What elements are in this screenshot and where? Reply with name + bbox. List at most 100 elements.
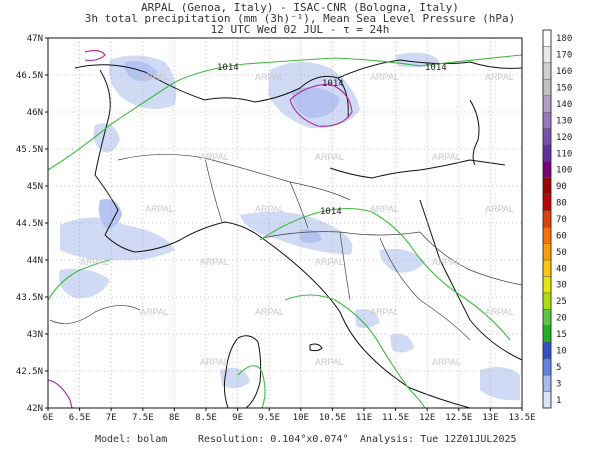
x-tick-label: 10E — [293, 413, 309, 423]
colorbar-swatch — [542, 111, 552, 129]
isobar-label: 1014 — [322, 79, 344, 89]
colorbar-swatch — [542, 358, 552, 376]
colorbar-swatch — [542, 79, 552, 96]
y-tick-label: 45.5N — [16, 145, 43, 155]
map-axes: 6E 6.5E 7E 7.5E 8E 8.5E 9E 9.5E 10E 10.5E 11E 11.5E… — [16, 34, 536, 423]
y-tick-label: 42.5N — [16, 367, 43, 377]
colorbar-label: 5 — [556, 363, 561, 373]
colorbar-swatch — [542, 128, 552, 146]
x-tick-label: 12E — [419, 413, 435, 423]
x-tick-label: 8.5E — [195, 413, 217, 423]
watermark: ARPAL — [315, 357, 344, 367]
colorbar-frame — [542, 29, 552, 409]
x-tick-label: 9.5E — [258, 413, 280, 423]
coastline-corsica — [223, 335, 262, 408]
watermark: ARPAL — [370, 307, 399, 317]
x-tick-label: 11E — [356, 413, 372, 423]
watermark: ARPAL — [432, 357, 461, 367]
colorbar-label: 30 — [556, 281, 567, 291]
isobars — [48, 49, 522, 408]
colorbar-label: 40 — [556, 264, 567, 274]
colorbar-label: 100 — [556, 166, 572, 176]
colorbar-swatch — [542, 177, 552, 195]
x-tick-label: 7E — [106, 413, 117, 423]
precip-area — [220, 367, 250, 389]
isobar-label: 1014 — [425, 63, 447, 73]
colorbar-swatch — [542, 374, 552, 392]
y-tick-label: 43N — [27, 330, 43, 340]
colorbar-label: 3 — [556, 379, 561, 389]
precip-area — [291, 87, 340, 118]
border-france-italy — [94, 69, 119, 236]
y-tick-label: 46.5N — [16, 71, 43, 81]
colorbar-swatch — [542, 391, 552, 409]
coastline-elba — [309, 343, 323, 352]
watermark: ARPAL — [255, 72, 284, 82]
header-line-1: ARPAL (Genoa, Italy) - ISAC-CNR (Bologna… — [141, 1, 459, 14]
watermark: ARPAL — [200, 152, 229, 162]
y-tick-label: 42N — [27, 404, 43, 414]
colorbar-swatch — [542, 62, 552, 80]
colorbar-swatch — [542, 292, 552, 310]
isobar-1014-corsica — [237, 365, 266, 408]
isobar-label: 1014 — [217, 63, 239, 73]
isobar-1014-central — [259, 207, 511, 341]
precip-area — [480, 366, 520, 401]
colorbar-label: 25 — [556, 297, 567, 307]
colorbar-label: 1 — [556, 396, 561, 406]
colorbar-swatch — [542, 95, 552, 113]
x-tick-label: 6.5E — [69, 413, 91, 423]
isobar-high-sw — [48, 379, 73, 408]
watermark: ARPAL — [370, 72, 399, 82]
colorbar-swatch — [542, 309, 552, 327]
colorbar-label: 120 — [556, 133, 572, 143]
colorbar-label: 90 — [556, 182, 567, 192]
precip-area — [390, 333, 414, 353]
colorbar-swatch — [542, 227, 552, 244]
y-tick-label: 46N — [27, 108, 43, 118]
footer-resolution: Resolution: 0.104°x0.074° — [198, 434, 349, 445]
colorbar-label: 80 — [556, 199, 567, 209]
colorbar-swatch — [542, 210, 552, 228]
y-tick-label: 44.5N — [16, 219, 43, 229]
border-switzerland — [74, 64, 349, 119]
watermark: ARPAL — [255, 307, 284, 317]
border-slovenia — [469, 99, 480, 166]
x-tick-label: 7.5E — [132, 413, 154, 423]
precip-area — [379, 248, 425, 273]
colorbar-swatch — [542, 46, 552, 64]
x-tick-label: 12.5E — [445, 413, 472, 423]
colorbar-label: 140 — [556, 100, 572, 110]
x-tick-label: 13.5E — [508, 413, 535, 423]
coastline-ligurian — [104, 221, 471, 408]
colorbar-label: 20 — [556, 314, 567, 324]
watermark: ARPAL — [200, 257, 229, 267]
footer-analysis: Analysis: Tue 12Z01JUL2025 — [360, 434, 517, 445]
isobar-1014-north — [48, 54, 522, 171]
colorbar-label: 10 — [556, 346, 567, 356]
watermark: ARPAL — [140, 72, 169, 82]
colorbar-label: 170 — [556, 51, 572, 61]
colorbar-swatch — [542, 243, 552, 261]
x-tick-label: 13E — [482, 413, 498, 423]
colorbar-label: 110 — [556, 149, 572, 159]
precipitation-colorbar: 1801701601501401301201101009080706050403… — [542, 29, 572, 409]
x-tick-label: 11.5E — [382, 413, 409, 423]
watermark: ARPAL — [140, 307, 169, 317]
colorbar-label: 50 — [556, 248, 567, 258]
header-line-3: 12 UTC Wed 02 JUL - τ = 24h — [210, 23, 390, 36]
colorbar-label: 60 — [556, 231, 567, 241]
colorbar-label: 150 — [556, 84, 572, 94]
header-line-2: 3h total precipitation (mm (3h)⁻¹), Mean… — [84, 12, 516, 25]
border-austria — [337, 59, 522, 79]
watermark: ARPAL — [255, 204, 284, 214]
watermark: ARPAL — [485, 72, 514, 82]
watermarks: ARPAL ARPAL ARPAL ARPAL ARPAL ARPAL ARPA… — [80, 72, 514, 367]
colorbar-label: 180 — [556, 34, 572, 44]
colorbar-swatch — [542, 325, 552, 343]
colorbar-swatch — [542, 259, 552, 277]
isobar-label: 1014 — [320, 207, 342, 217]
precipitation-areas — [59, 52, 520, 401]
isobar-high-nw — [84, 49, 106, 61]
colorbar-label: 15 — [556, 330, 567, 340]
